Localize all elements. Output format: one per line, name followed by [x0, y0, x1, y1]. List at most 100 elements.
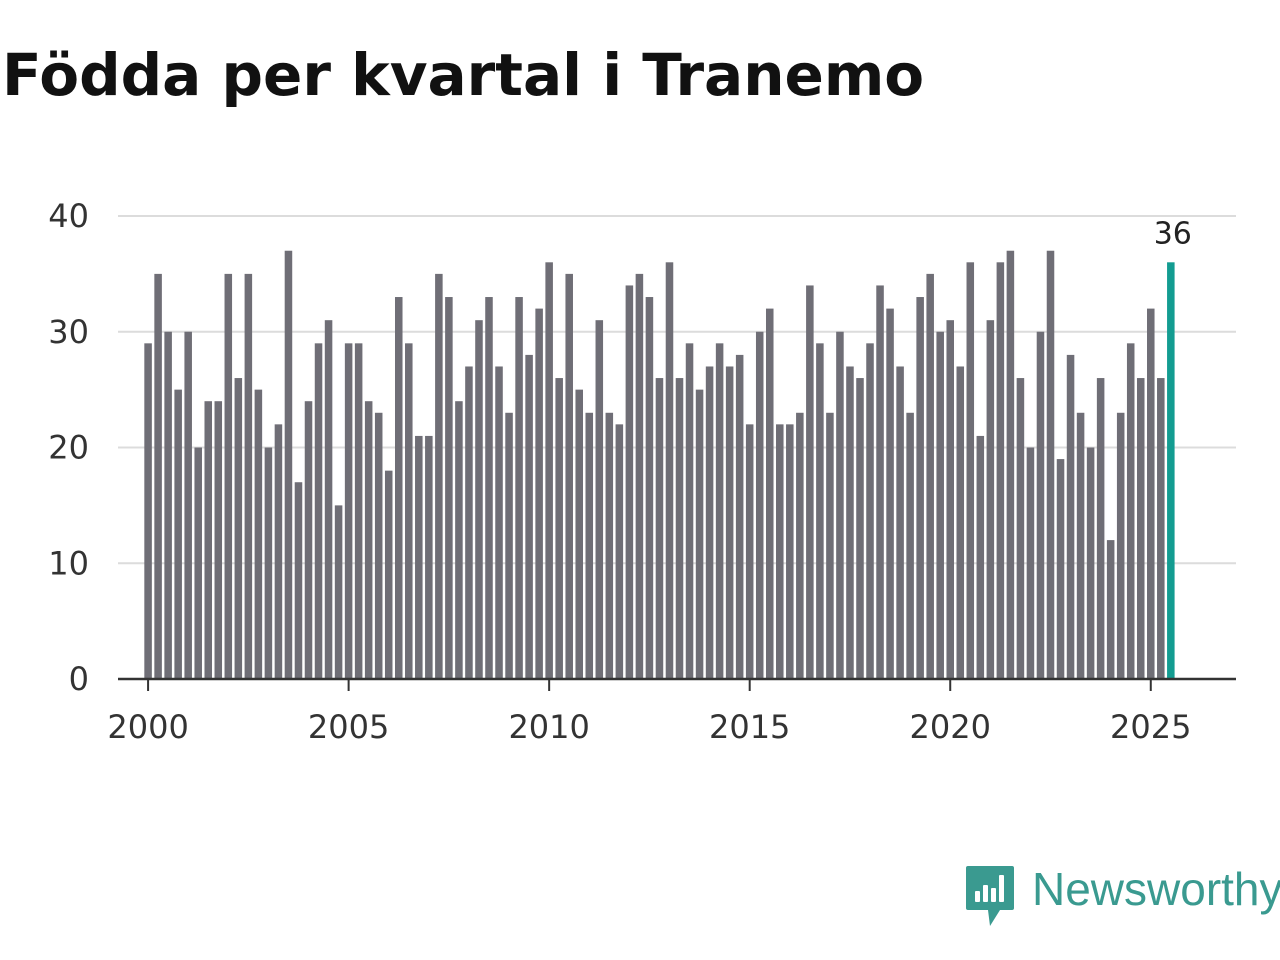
- bar: [1016, 378, 1025, 679]
- bar: [545, 262, 553, 679]
- bar: [665, 262, 674, 679]
- bar: [425, 435, 433, 679]
- bar: [344, 343, 353, 679]
- x-tick-label: 2025: [1110, 708, 1191, 746]
- bar: [966, 262, 975, 679]
- bar: [445, 297, 453, 679]
- bar: [254, 389, 263, 680]
- bar: [394, 297, 403, 679]
- bar: [916, 297, 924, 679]
- brand-logo: Newsworthy: [964, 863, 1280, 928]
- bar: [374, 412, 383, 679]
- bar: [204, 401, 213, 679]
- bar: [645, 297, 654, 679]
- bar: [846, 366, 854, 679]
- newsworthy-logo-icon: [966, 866, 1014, 926]
- bar: [354, 343, 363, 679]
- bar: [244, 273, 253, 680]
- bar: [435, 273, 443, 680]
- bar: [515, 297, 523, 679]
- bar: [415, 435, 423, 679]
- bar: [595, 320, 604, 679]
- bar: [1006, 250, 1015, 680]
- bar: [866, 343, 874, 679]
- bar: [1026, 447, 1035, 679]
- bar: [224, 273, 233, 680]
- bar: [1096, 378, 1105, 679]
- bar: [936, 331, 944, 679]
- bar: [294, 482, 303, 679]
- y-tick-label: 20: [48, 429, 89, 467]
- bar: [826, 412, 834, 679]
- bar: [755, 331, 764, 679]
- bar: [455, 401, 463, 679]
- bar: [384, 470, 393, 679]
- bar: [786, 424, 794, 679]
- bar: [675, 378, 684, 679]
- bar: [164, 331, 172, 679]
- bar: [1116, 412, 1125, 679]
- bar: [405, 343, 413, 679]
- bar: [1106, 540, 1115, 679]
- y-tick-label: 40: [48, 197, 89, 235]
- bar: [1126, 343, 1135, 679]
- bar: [585, 412, 594, 679]
- bar: [926, 273, 934, 680]
- bar: [625, 285, 634, 679]
- bar: [655, 378, 664, 679]
- bar: [996, 262, 1005, 679]
- bar: [264, 447, 273, 679]
- bar: [1046, 250, 1055, 680]
- bar: [505, 412, 513, 679]
- bar: [1086, 447, 1095, 679]
- bar: [495, 366, 503, 679]
- bar: [284, 250, 293, 680]
- x-tick-label: 2005: [308, 708, 389, 746]
- bar: [565, 273, 573, 680]
- bar: [525, 354, 533, 679]
- bar: [1147, 308, 1155, 679]
- y-tick-label: 10: [48, 544, 89, 582]
- bar: [896, 366, 904, 679]
- bar: [1076, 412, 1085, 679]
- bar: [485, 297, 493, 679]
- bar: [906, 412, 914, 679]
- bar: [685, 343, 694, 679]
- bar: [976, 435, 985, 679]
- bar: [324, 320, 333, 679]
- bar: [214, 401, 223, 679]
- y-tick-label: 30: [48, 313, 89, 351]
- bar: [615, 424, 624, 679]
- bar: [765, 308, 774, 679]
- y-tick-label: 0: [69, 660, 89, 698]
- bar: [715, 343, 724, 679]
- bar: [876, 285, 884, 679]
- bar: [1136, 378, 1145, 679]
- bar: [635, 273, 644, 680]
- x-tick-label: 2000: [107, 708, 188, 746]
- bar: [725, 366, 734, 679]
- bar: [555, 378, 563, 679]
- x-tick-label: 2015: [709, 708, 790, 746]
- bar: [274, 424, 283, 679]
- bar-highlighted: [1167, 262, 1175, 679]
- bar: [806, 285, 814, 679]
- bars: [144, 250, 1175, 680]
- axes: [118, 677, 1236, 691]
- bar: [745, 424, 754, 679]
- bar: [334, 505, 343, 680]
- bar: [605, 412, 614, 679]
- bar: [304, 401, 313, 679]
- bar: [144, 343, 152, 679]
- bar: [1036, 331, 1045, 679]
- bar: [154, 273, 162, 680]
- x-tick-label: 2020: [910, 708, 991, 746]
- brand-name: Newsworthy: [1032, 863, 1280, 915]
- bar: [886, 308, 894, 679]
- bar: [776, 424, 784, 679]
- bar: [735, 354, 744, 679]
- bar: [946, 320, 954, 679]
- bar: [986, 320, 995, 679]
- bar: [816, 343, 824, 679]
